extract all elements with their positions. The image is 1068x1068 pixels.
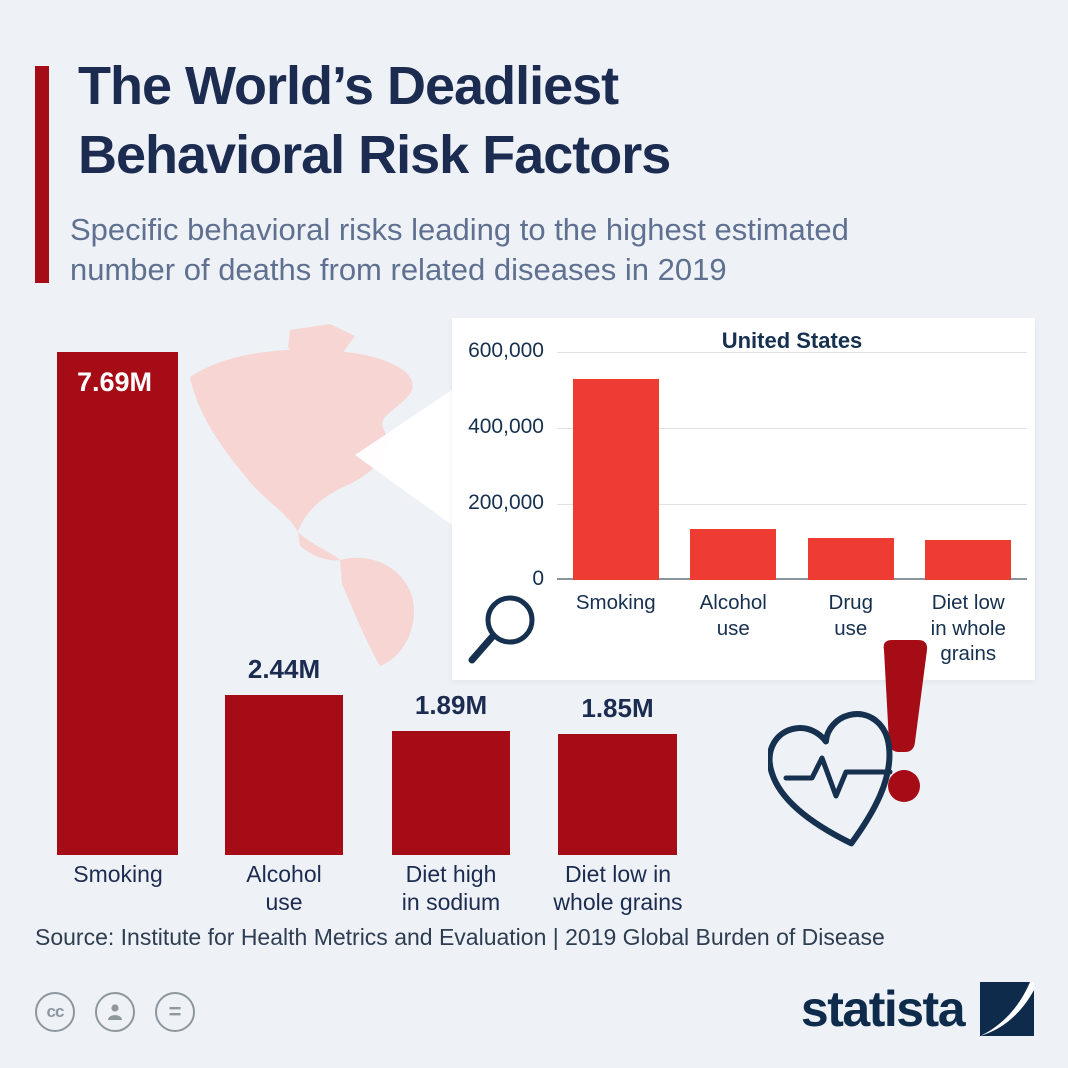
us-bar-alcohol bbox=[690, 529, 777, 580]
us-plot-area bbox=[557, 352, 1027, 580]
world-bar-group-alcohol: 2.44M bbox=[225, 654, 343, 855]
infographic-title: The World’s Deadliest Behavioral Risk Fa… bbox=[78, 56, 671, 186]
us-y-axis: 600,000 400,000 200,000 0 bbox=[452, 339, 544, 590]
world-category-label-smoking: Smoking bbox=[73, 861, 163, 887]
map-south-america bbox=[340, 557, 414, 666]
magnifier-icon bbox=[468, 595, 535, 664]
world-bar-alcohol bbox=[225, 695, 343, 855]
gridline bbox=[557, 504, 1027, 505]
world-category-label-alcohol: Alcohol use bbox=[246, 861, 322, 916]
us-category-label-alcohol: Alcohol use bbox=[699, 591, 767, 640]
world-category-label-grains: Diet low in whole grains bbox=[553, 861, 683, 916]
statista-wordmark: statista bbox=[800, 981, 966, 1037]
ecg-pulse-line bbox=[783, 755, 893, 799]
world-bar-value-smoking: 7.69M bbox=[77, 367, 153, 397]
world-bar-value-sodium: 1.89M bbox=[414, 690, 488, 720]
y-axis-tick-label: 0 bbox=[532, 567, 544, 590]
map-north-america bbox=[190, 349, 413, 532]
license-badges: cc = bbox=[35, 992, 195, 1032]
us-category-label-smoking: Smoking bbox=[575, 591, 656, 614]
us-category-label-grains: Diet low in whole grains bbox=[930, 591, 1006, 666]
map-central-america bbox=[298, 532, 340, 561]
world-category-label-sodium: Diet high in sodium bbox=[401, 861, 501, 916]
statista-logo-icon bbox=[980, 982, 1034, 1036]
us-bars bbox=[557, 352, 1027, 580]
world-bar-value-alcohol: 2.44M bbox=[247, 654, 321, 684]
source-text: Source: Institute for Health Metrics and… bbox=[35, 924, 885, 950]
world-bar-group-sodium: 1.89M bbox=[392, 690, 510, 855]
us-x-axis-labels: Smoking Alcohol use Drug use Diet low in… bbox=[557, 590, 1027, 667]
us-bar-grains bbox=[925, 540, 1012, 580]
infographic-subtitle: Specific behavioral risks leading to the… bbox=[70, 212, 849, 288]
us-chart-title: United States bbox=[721, 328, 863, 353]
world-bar-smoking: 7.69M bbox=[57, 352, 178, 855]
world-bar-sodium bbox=[392, 731, 510, 855]
equals-icon: = bbox=[155, 992, 195, 1032]
world-map-background bbox=[190, 324, 452, 666]
title-accent-bar bbox=[35, 66, 49, 283]
us-bar-smoking bbox=[572, 379, 659, 580]
gridline bbox=[557, 352, 1027, 353]
world-bar-group-grains: 1.85M bbox=[558, 693, 677, 855]
heart-pulse-icon bbox=[768, 640, 928, 847]
us-inset-card: United States 600,000 400,000 200,000 0 … bbox=[452, 318, 1035, 680]
x-axis-line bbox=[557, 578, 1027, 580]
callout-wedge bbox=[355, 390, 452, 525]
y-axis-tick-label: 400,000 bbox=[468, 415, 544, 438]
exclamation-icon bbox=[883, 640, 928, 802]
world-bar-grains bbox=[558, 734, 677, 855]
y-axis-tick-label: 200,000 bbox=[468, 491, 544, 514]
world-bar-group-smoking: 7.69M bbox=[57, 352, 178, 855]
us-bar-drug bbox=[807, 538, 894, 580]
us-category-label-drug: Drug use bbox=[828, 591, 873, 640]
y-axis-tick-label: 600,000 bbox=[468, 339, 544, 362]
attribution-person-icon bbox=[95, 992, 135, 1032]
world-bar-value-grains: 1.85M bbox=[581, 693, 654, 723]
brand: statista bbox=[801, 982, 1034, 1036]
cc-icon: cc bbox=[35, 992, 75, 1032]
gridline bbox=[557, 428, 1027, 429]
